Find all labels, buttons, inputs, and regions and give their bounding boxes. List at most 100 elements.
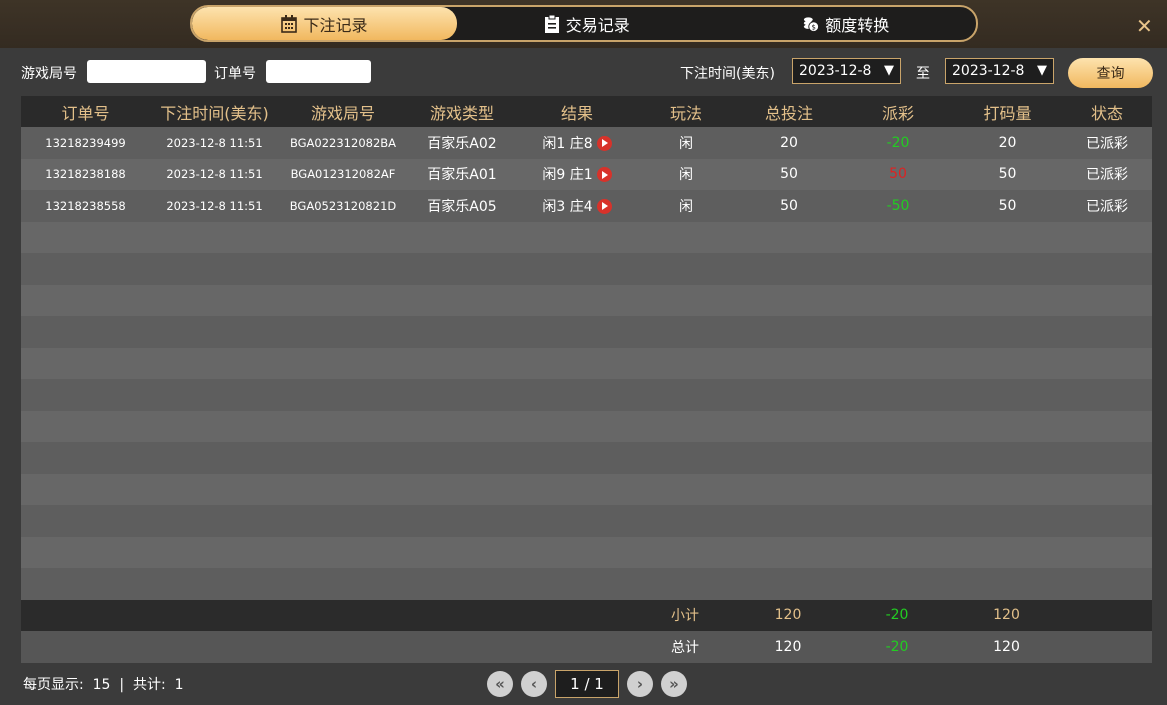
cell: 闲 bbox=[637, 133, 735, 153]
empty-row bbox=[21, 221, 1152, 253]
cell-text: -50 bbox=[886, 197, 910, 214]
cell: 闲 bbox=[637, 164, 735, 184]
column-header: 派彩 bbox=[881, 103, 914, 123]
cell-text: 闲9 庄1 bbox=[542, 167, 593, 184]
round-input[interactable] bbox=[87, 60, 206, 83]
date-from-select[interactable]: 2023-12-8 ▼ bbox=[792, 58, 901, 84]
total-valid: 120 bbox=[993, 638, 1020, 655]
cell: 50 bbox=[953, 166, 1062, 182]
tab-label: 额度转换 bbox=[825, 15, 890, 35]
tab-bet-records[interactable]: 下注记录 bbox=[192, 7, 457, 40]
play-replay-icon[interactable] bbox=[596, 135, 612, 151]
cell: 20 bbox=[735, 135, 843, 151]
tab-credit-transfer[interactable]: $ 额度转换 bbox=[717, 7, 977, 40]
cell-text: 50 bbox=[780, 197, 798, 214]
cell-text: 已派彩 bbox=[1086, 135, 1128, 152]
cell-text: 50 bbox=[780, 166, 798, 183]
empty-row bbox=[21, 253, 1152, 285]
cell: 13218239499 bbox=[21, 136, 150, 150]
dropdown-arrow-icon: ▼ bbox=[1037, 63, 1047, 78]
cell-text: 已派彩 bbox=[1086, 198, 1128, 215]
cell-text: 50 bbox=[998, 166, 1017, 183]
cell-text: BGA022312082BA bbox=[289, 135, 397, 150]
tab-transaction-records[interactable]: 交易记录 bbox=[457, 7, 717, 40]
cell-text: 闲1 庄8 bbox=[542, 135, 593, 152]
empty-row bbox=[21, 536, 1152, 568]
cell: 闲3 庄4 bbox=[517, 196, 637, 216]
column-header: 订单号 bbox=[61, 103, 110, 123]
cell: 2023-12-8 11:51 bbox=[150, 167, 279, 181]
page-indicator[interactable]: 1 / 1 bbox=[555, 670, 619, 698]
column-header: 游戏类型 bbox=[429, 103, 494, 123]
cell-text: 2023-12-8 11:51 bbox=[166, 135, 263, 150]
empty-row bbox=[21, 442, 1152, 474]
cell: BGA022312082BA bbox=[279, 136, 407, 150]
cell: 50 bbox=[953, 198, 1062, 214]
empty-row bbox=[21, 284, 1152, 316]
last-page-button[interactable]: » bbox=[661, 671, 687, 697]
date-to-value: 2023-12-8 bbox=[952, 63, 1025, 79]
filter-bar: 游戏局号 订单号 下注时间(美东) 2023-12-8 ▼ 至 2023-12-8… bbox=[0, 58, 1167, 88]
cell: 闲9 庄1 bbox=[517, 164, 637, 184]
table-header: 订单号 下注时间(美东) 游戏局号 游戏类型 结果 玩法 总投注 派彩 打码量 状态 bbox=[21, 96, 1152, 127]
cell-text: 已派彩 bbox=[1086, 167, 1128, 184]
separator: | bbox=[119, 677, 125, 693]
cell: 50 bbox=[735, 198, 843, 214]
column-header: 游戏局号 bbox=[310, 103, 375, 123]
empty-row bbox=[21, 410, 1152, 442]
empty-row bbox=[21, 568, 1152, 600]
top-bar: 下注记录 交易记录 $ 额度转换 ✕ bbox=[0, 0, 1167, 48]
cell: 13218238558 bbox=[21, 199, 150, 213]
svg-text:$: $ bbox=[812, 22, 817, 31]
cell-text: 20 bbox=[780, 134, 798, 151]
table-row: 13218238558 2023-12-8 11:51 BGA0523120821D… bbox=[21, 190, 1152, 222]
to-label: 至 bbox=[916, 66, 930, 82]
pagination-info: 每页显示: 15 | 共计: 1 bbox=[23, 674, 184, 694]
cell: 百家乐A02 bbox=[407, 133, 517, 153]
order-input[interactable] bbox=[266, 60, 371, 83]
table-row: 13218239499 2023-12-8 11:51 BGA022312082BA… bbox=[21, 127, 1152, 159]
subtotal-bet: 120 bbox=[774, 607, 802, 624]
tab-label: 交易记录 bbox=[565, 15, 630, 35]
column-header: 状态 bbox=[1090, 103, 1123, 123]
tab-bar: 下注记录 交易记录 $ 额度转换 bbox=[190, 5, 978, 42]
play-replay-icon[interactable] bbox=[596, 167, 612, 183]
subtotal-valid: 120 bbox=[993, 607, 1020, 624]
cell: BGA012312082AF bbox=[279, 167, 407, 181]
column-header: 打码量 bbox=[983, 103, 1032, 123]
cell: 已派彩 bbox=[1062, 196, 1152, 216]
calendar-icon bbox=[281, 14, 298, 33]
subtotal-label: 小计 bbox=[671, 608, 699, 625]
play-replay-icon[interactable] bbox=[596, 198, 612, 214]
close-icon[interactable]: ✕ bbox=[1136, 14, 1153, 38]
cell-text: 闲 bbox=[679, 167, 693, 184]
total-payout: -20 bbox=[885, 638, 909, 655]
empty-row bbox=[21, 316, 1152, 348]
next-page-button[interactable]: › bbox=[627, 671, 653, 697]
cell-text: 百家乐A02 bbox=[427, 135, 497, 152]
total-label: 共计: bbox=[132, 677, 166, 693]
cell: 2023-12-8 11:51 bbox=[150, 199, 279, 213]
cell: 闲1 庄8 bbox=[517, 133, 637, 153]
total-row: 总计 120 -20 120 bbox=[21, 631, 1152, 663]
cell-text: 闲3 庄4 bbox=[542, 198, 593, 215]
first-page-button[interactable]: « bbox=[487, 671, 513, 697]
prev-page-button[interactable]: ‹ bbox=[521, 671, 547, 697]
column-header: 总投注 bbox=[764, 103, 813, 123]
dropdown-arrow-icon: ▼ bbox=[884, 63, 894, 78]
coins-icon: $ bbox=[804, 16, 820, 32]
date-to-select[interactable]: 2023-12-8 ▼ bbox=[945, 58, 1054, 84]
per-page-value: 15 bbox=[92, 677, 111, 693]
cell-text: 13218239499 bbox=[45, 135, 126, 150]
cell-text: -20 bbox=[886, 134, 910, 151]
cell-text: 20 bbox=[998, 134, 1017, 151]
cell: 百家乐A01 bbox=[407, 164, 517, 184]
cell-text: 百家乐A05 bbox=[427, 198, 497, 215]
order-label: 订单号 bbox=[214, 66, 256, 82]
empty-row bbox=[21, 379, 1152, 411]
cell-text: 13218238188 bbox=[45, 167, 126, 182]
clipboard-icon bbox=[544, 14, 559, 33]
column-header: 结果 bbox=[560, 103, 593, 123]
column-header: 下注时间(美东) bbox=[160, 103, 269, 123]
query-button[interactable]: 查询 bbox=[1068, 58, 1153, 88]
